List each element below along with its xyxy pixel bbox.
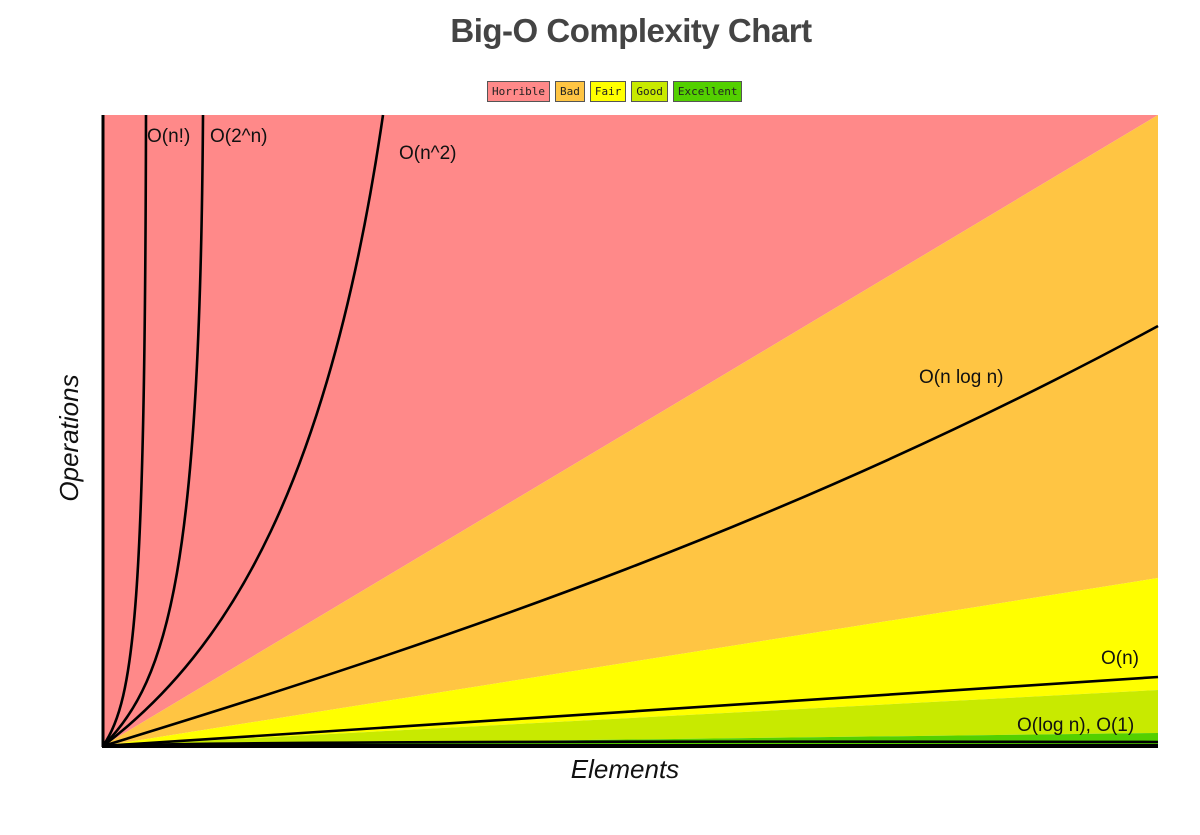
region-good — [103, 690, 1158, 746]
y-axis-label: Operations — [54, 374, 84, 501]
label-n-squared: O(n^2) — [399, 143, 456, 164]
curve-n-factorial — [101, 114, 148, 747]
legend-fair: Fair — [589, 81, 627, 102]
x-axis-label: Elements — [571, 754, 679, 784]
region-bad — [103, 115, 1158, 746]
curve-n — [102, 675, 1159, 748]
label-n: O(n) — [1101, 648, 1139, 669]
curve-n-log-n — [102, 324, 1159, 748]
curve-2-pow-n — [102, 114, 205, 747]
legend-good: Good — [631, 81, 668, 102]
legend-horrible: Horrible — [487, 81, 550, 102]
legend-bad: Bad — [554, 81, 585, 102]
label-log-n-1: O(log n), O(1) — [1017, 715, 1134, 736]
legend: Horrible Bad Fair Good Excellent — [487, 81, 743, 102]
label-n-log-n: O(n log n) — [919, 367, 1003, 388]
label-2-pow-n: O(2^n) — [210, 126, 267, 147]
curve-n-squared — [102, 114, 385, 748]
label-n-factorial: O(n!) — [147, 126, 190, 147]
legend-excellent: Excellent — [672, 81, 743, 102]
chart-title: Big-O Complexity Chart — [450, 12, 812, 49]
